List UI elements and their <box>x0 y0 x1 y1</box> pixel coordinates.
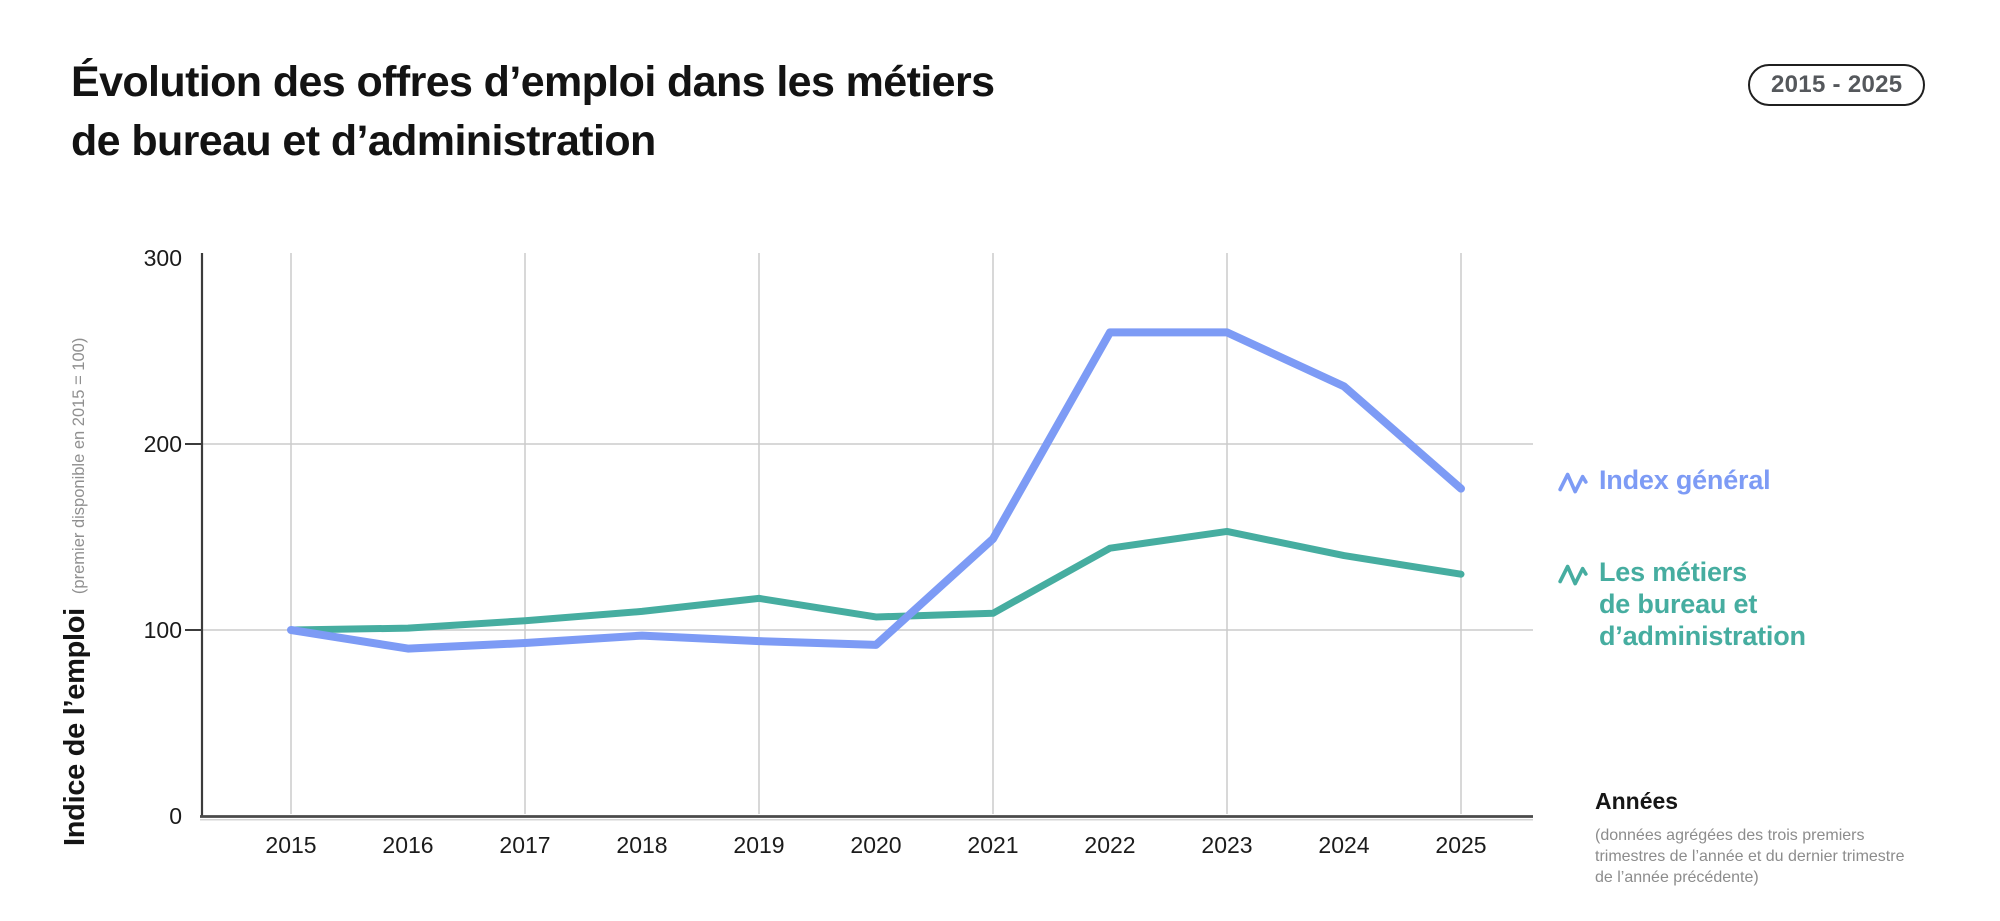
page-title-line1: Évolution des offres d’emploi dans les m… <box>71 58 995 106</box>
legend-label-line: de bureau et <box>1599 589 1758 619</box>
legend-label-line: Les métiers <box>1599 557 1747 587</box>
page-title: Évolution des offres d’emploi dans les m… <box>71 53 995 171</box>
series-line-les-m-tiers-de-bureau-et-d-administration <box>287 527 1465 634</box>
x-axis-note-line: trimestres de l’année et du dernier trim… <box>1595 848 1905 865</box>
sparkline-icon <box>1558 472 1588 494</box>
y-tick-label: 0 <box>169 803 182 829</box>
x-tick-label: 2025 <box>1435 832 1487 858</box>
x-axis-note: (données agrégées des trois premiers tri… <box>1595 825 1940 888</box>
x-axis-note-line: de l’année précédente) <box>1595 869 1759 886</box>
y-tick-label: 200 <box>143 431 182 457</box>
legend-item-metiers-bureau: Les métiers de bureau et d’administratio… <box>1558 556 1806 652</box>
y-tick-label: 100 <box>143 617 182 643</box>
series-line-index-g-n-ral <box>287 328 1465 653</box>
x-tick-label: 2019 <box>733 832 785 858</box>
period-badge: 2015 - 2025 <box>1748 64 1926 106</box>
x-tick-label: 2022 <box>1084 832 1136 858</box>
legend-label: Les métiers de bureau et d’administratio… <box>1599 556 1806 652</box>
legend-item-index-general: Index général <box>1558 464 1771 496</box>
x-tick-label: 2021 <box>967 832 1019 858</box>
legend-label-line: Index général <box>1599 465 1771 495</box>
legend-label: Index général <box>1599 464 1771 496</box>
y-tick-label: 300 <box>143 245 182 271</box>
x-tick-label: 2017 <box>499 832 551 858</box>
x-tick-label: 2015 <box>265 832 317 858</box>
x-tick-label: 2018 <box>616 832 668 858</box>
x-axis-title: Années <box>1595 788 1679 814</box>
sparkline-icon <box>1558 564 1588 586</box>
x-tick-label: 2020 <box>850 832 902 858</box>
x-tick-label: 2023 <box>1201 832 1253 858</box>
x-tick-label: 2024 <box>1318 832 1370 858</box>
page-title-line2: de bureau et d’administration <box>71 117 656 165</box>
x-tick-label: 2016 <box>382 832 434 858</box>
x-axis-note-line: (données agrégées des trois premiers <box>1595 827 1865 844</box>
legend-label-line: d’administration <box>1599 621 1806 651</box>
